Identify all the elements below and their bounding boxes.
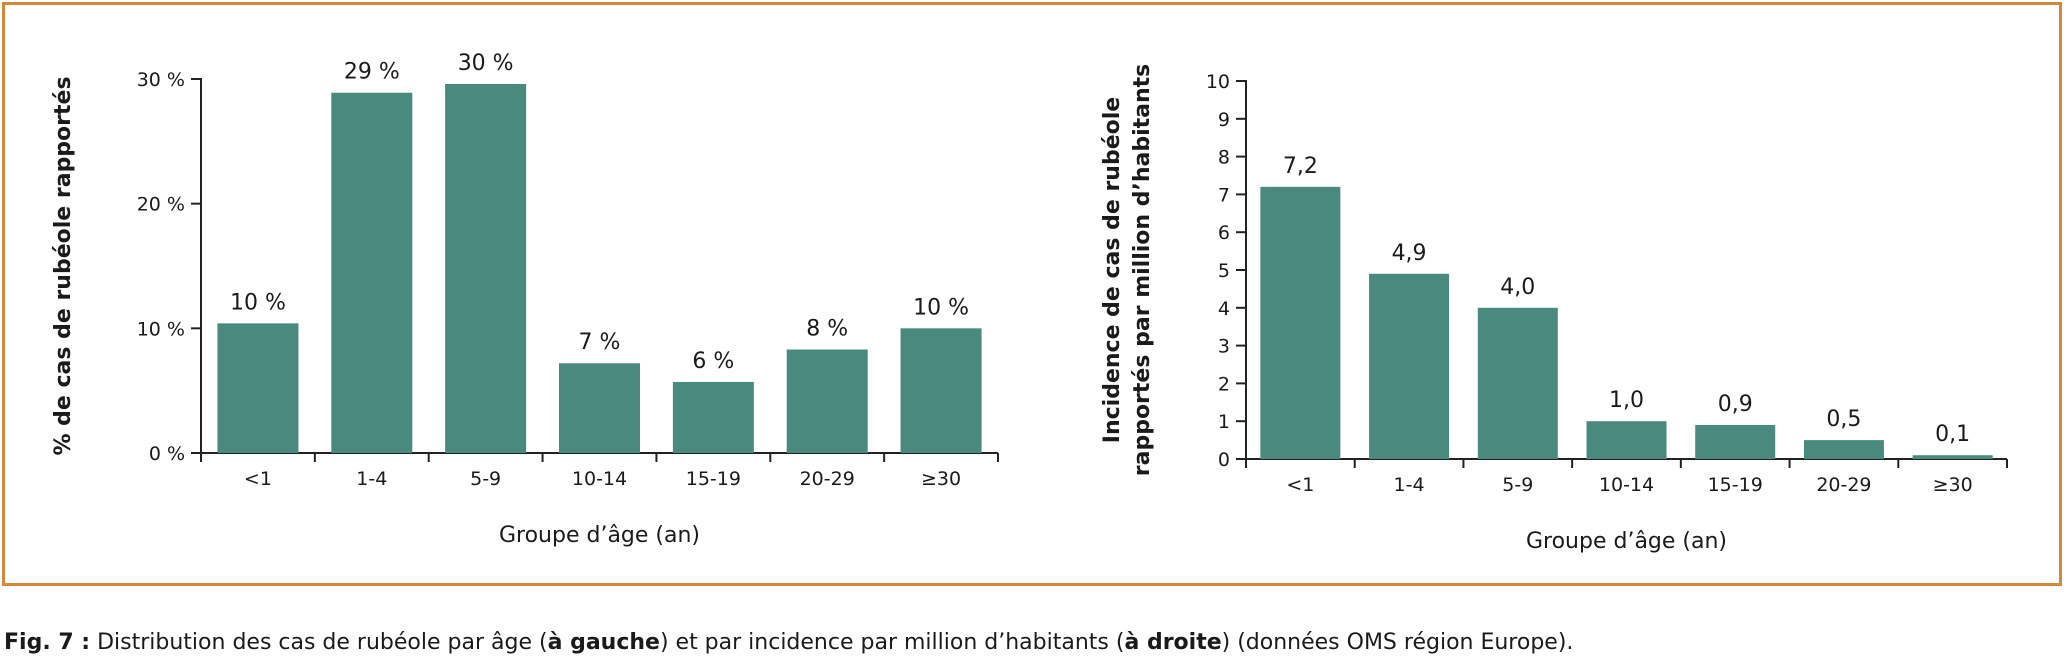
x-axis-title: Groupe d’âge (an) [499,523,700,548]
bar [331,92,413,454]
bar [1912,455,1993,459]
y-tick-label: 3 [1218,336,1230,358]
y-tick-label: 2 [1218,373,1230,395]
x-tick-label: <1 [244,468,272,490]
figure-caption: Fig. 7 : Distribution des cas de rubéole… [4,630,1573,655]
bar [445,83,527,453]
x-tick-label: 20-29 [800,468,855,490]
bar-value-label: 8 % [806,317,848,342]
y-tick-label: 10 [1206,71,1230,93]
bar-value-label: 6 % [692,349,734,374]
x-tick-label: 10-14 [572,468,627,490]
y-axis-title: rapportés par million d’habitants [1130,64,1155,477]
y-tick-label: 8 [1218,147,1230,169]
bar [559,363,640,453]
bar [1369,273,1450,459]
x-tick-label: 15-19 [1708,474,1763,496]
bar-value-label: 30 % [458,51,514,76]
caption-text-2: ) et par incidence par million d’habitan… [659,630,1125,655]
bar-value-label: 7,2 [1283,154,1318,179]
bar-value-label: 0,5 [1826,407,1861,432]
y-tick-label: 5 [1218,260,1230,282]
x-tick-label: 5-9 [1502,474,1533,496]
caption-text-3: ) (données OMS région Europe). [1221,630,1574,655]
bar [900,328,982,453]
x-tick-label: 10-14 [1599,474,1654,496]
bar [1260,186,1341,459]
bar-value-label: 4,9 [1392,241,1427,266]
x-tick-label: 5-9 [470,468,501,490]
y-tick-label: 1 [1218,411,1230,433]
caption-label: Fig. 7 : [4,630,91,655]
figure-frame: 0 % 10 % 20 % 30 % 10 % <1 29 % 1-4 30 % 5-9 7 % 10… [2,2,2062,586]
y-tick-label: 0 % [149,443,185,465]
bar [1803,440,1884,459]
x-tick-label: 15-19 [686,468,741,490]
bar-value-label: 0,9 [1718,392,1753,417]
x-axis-title: Groupe d’âge (an) [1526,529,1727,554]
y-tick-label: 6 [1218,222,1230,244]
bar-chart-incidence-by-age: 0 1 2 3 4 5 6 7 8 9 10 7,2 <1 4,9 1-4 4,0 5-9 1,0 10-14 0,9… [1100,64,2008,554]
caption-bold-2: à droite [1124,630,1222,655]
y-axis-title: % de cas de rubéole rapportés [51,76,76,455]
y-tick-label: 4 [1218,298,1230,320]
y-tick-label: 9 [1218,109,1230,131]
x-tick-label: <1 [1286,474,1314,496]
y-axis-title: Incidence de cas de rubéole [1100,97,1125,443]
y-tick-label: 30 % [137,69,185,91]
bar [672,381,754,453]
x-tick-label: ≥30 [921,468,961,490]
bar [1586,421,1667,459]
bar-value-label: 10 % [230,290,286,315]
x-tick-label: 20-29 [1816,474,1871,496]
caption-text-1: Distribution des cas de rubéole par âge … [90,630,548,655]
y-tick-label: 20 % [137,194,185,216]
bar-value-label: 29 % [344,60,400,85]
x-tick-label: 1-4 [356,468,387,490]
bar-value-label: 0,1 [1935,422,1970,447]
bar-value-label: 4,0 [1500,275,1535,300]
bar [1477,307,1558,459]
bar [217,323,299,453]
y-tick-label: 7 [1218,184,1230,206]
y-tick-label: 10 % [137,318,185,340]
bar-value-label: 7 % [579,330,621,355]
x-tick-label: 1-4 [1394,474,1425,496]
caption-bold-1: à gauche [547,630,660,655]
bar [786,349,868,453]
bar-chart-percent-by-age: 0 % 10 % 20 % 30 % 10 % <1 29 % 1-4 30 % 5-9 7 % 10… [51,51,999,548]
bar-value-label: 10 % [913,295,969,320]
x-tick-label: ≥30 [1933,474,1973,496]
bar [1695,424,1776,459]
y-tick-label: 0 [1218,449,1230,471]
bar-value-label: 1,0 [1609,388,1644,413]
